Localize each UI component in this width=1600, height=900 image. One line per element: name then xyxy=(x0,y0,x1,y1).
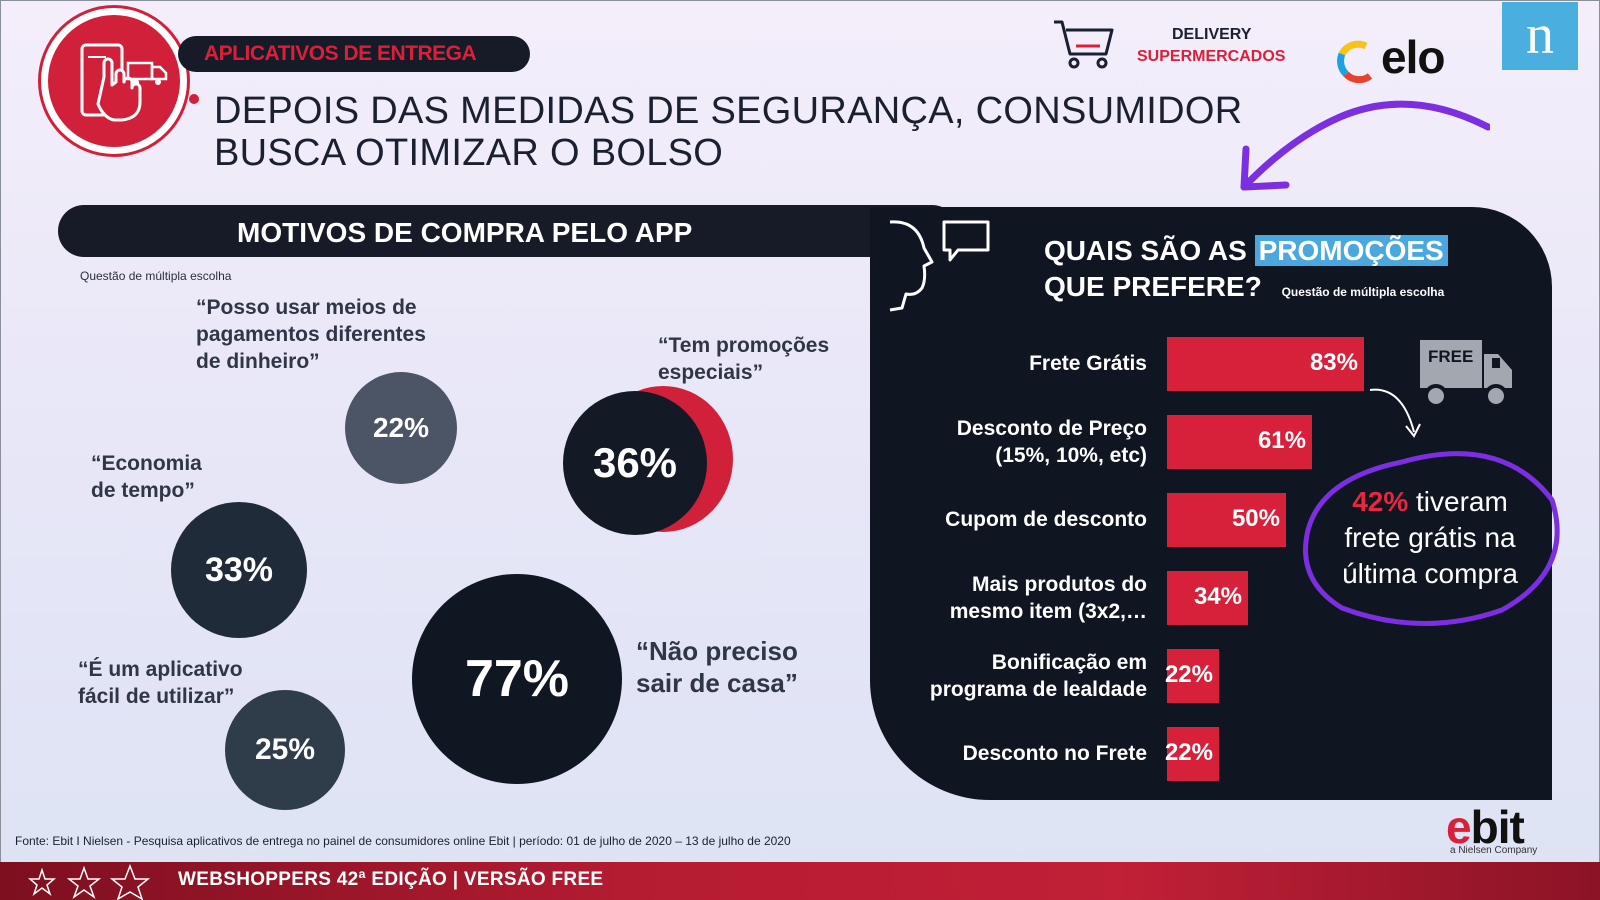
promo-bar xyxy=(1167,415,1312,469)
promo-bar-value: 22% xyxy=(1164,739,1213,766)
callout-line-1: 42% tiveram xyxy=(1310,484,1550,520)
promo-category-label: Cupom de desconto xyxy=(897,506,1147,533)
bubble-value: 25% xyxy=(254,733,316,766)
section-logo xyxy=(48,15,180,147)
bubble-facil-utilizar: 25% xyxy=(225,690,345,810)
phone-tap-icon xyxy=(80,43,168,122)
promo-category-label: Bonificação em programa de lealdade xyxy=(897,649,1147,703)
question-line-1: QUAIS SÃO AS PROMOÇÕES xyxy=(1044,233,1448,269)
promo-bar xyxy=(1167,493,1286,547)
category-line: programa de lealdade xyxy=(929,678,1147,701)
quote-nao-sair-casa: “Não preciso sair de casa” xyxy=(636,635,798,699)
purple-circle-annotation xyxy=(1303,451,1560,626)
ebit-logo: ebit xyxy=(1446,800,1525,854)
quote-promocoes: “Tem promoções especiais” xyxy=(658,332,829,386)
section-tag: APLICATIVOS DE ENTREGA xyxy=(204,42,477,65)
category-line: Desconto no Frete xyxy=(962,742,1147,765)
ebit-logo-text: bit xyxy=(1470,801,1525,853)
page-title: DEPOIS DAS MEDIDAS DE SEGURANÇA, CONSUMI… xyxy=(214,90,1243,174)
shopping-cart-icon xyxy=(1054,20,1114,69)
promo-bar-value: 61% xyxy=(1257,427,1306,454)
multiple-choice-note: Questão de múltipla escolha xyxy=(80,269,232,283)
quote-line: pagamentos diferentes xyxy=(196,323,426,346)
delivery-label: DELIVERY xyxy=(1172,26,1252,43)
quote-line: “É um aplicativo xyxy=(78,658,243,681)
source-note: Fonte: Ebit I Nielsen - Pesquisa aplicat… xyxy=(15,834,791,848)
callout-percentage: 42% xyxy=(1352,486,1409,517)
callout-line-3: última compra xyxy=(1342,558,1518,589)
free-shipping-callout: 42% tiveram frete grátis na última compr… xyxy=(1310,484,1550,592)
promo-bar xyxy=(1167,727,1219,781)
person-speech-icon xyxy=(889,220,990,312)
promotions-question: QUAIS SÃO AS PROMOÇÕES QUE PREFERE? Ques… xyxy=(1044,233,1448,310)
promo-bar-value: 22% xyxy=(1164,661,1213,688)
promo-bar xyxy=(1167,571,1248,625)
elo-logo: elo xyxy=(1381,31,1445,83)
category-line: (15%, 10%, etc) xyxy=(995,444,1147,467)
promo-category-label: Desconto de Preço (15%, 10%, etc) xyxy=(897,415,1147,469)
bubble-pagamentos: 22% xyxy=(345,372,457,484)
question-highlight: PROMOÇÕES xyxy=(1254,235,1448,266)
quote-line: de dinheiro” xyxy=(196,350,320,373)
promo-bar-value: 83% xyxy=(1309,349,1358,376)
quote-line: “Economia xyxy=(91,452,202,475)
footer-band xyxy=(0,862,1600,900)
bubble-promocoes: 36% xyxy=(563,391,707,535)
callout-text: tiveram xyxy=(1408,486,1508,517)
truck-icon xyxy=(126,61,168,85)
supermercados-label: SUPERMERCADOS xyxy=(1137,48,1286,65)
quote-line: fácil de utilizar” xyxy=(78,685,235,708)
bubble-economia-tempo: 33% xyxy=(171,502,307,638)
free-shipping-truck-icon: FREE xyxy=(1420,340,1512,408)
section-title: MOTIVOS DE COMPRA PELO APP xyxy=(237,217,693,248)
title-line-1: DEPOIS DAS MEDIDAS DE SEGURANÇA, CONSUMI… xyxy=(214,90,1243,132)
section-header-bar xyxy=(58,205,958,257)
nielsen-logo: n xyxy=(1502,2,1578,70)
free-badge-label: FREE xyxy=(1428,347,1473,366)
quote-line: especiais” xyxy=(658,361,764,384)
ebit-logo-e: e xyxy=(1446,801,1472,853)
logo-dot xyxy=(189,94,199,104)
category-line: Mais produtos do xyxy=(972,573,1147,596)
callout-line-2: frete grátis na xyxy=(1344,522,1516,553)
elo-mark-icon xyxy=(1337,40,1373,84)
category-line: mesmo item (3x2,… xyxy=(949,600,1147,623)
stars-icon xyxy=(28,864,151,900)
bubble-value: 36% xyxy=(592,439,678,486)
ebit-subtitle: a Nielsen Company xyxy=(1450,845,1538,856)
title-line-2: BUSCA OTIMIZAR O BOLSO xyxy=(214,132,724,174)
quote-line: de tempo” xyxy=(91,479,195,502)
bubble-value: 77% xyxy=(464,650,570,708)
bubble-value: 33% xyxy=(204,550,274,589)
promo-category-label: Frete Grátis xyxy=(897,350,1147,377)
quote-pagamentos: “Posso usar meios de pagamentos diferent… xyxy=(196,294,426,375)
promo-category-label: Mais produtos do mesmo item (3x2,… xyxy=(897,571,1147,625)
question-line-2: QUE PREFERE? Questão de múltipla escolha xyxy=(1044,269,1448,310)
category-line: Desconto de Preço xyxy=(956,417,1147,440)
bubble-nao-sair-casa: 77% xyxy=(412,574,622,784)
quote-line: sair de casa” xyxy=(636,668,798,698)
category-line: Cupom de desconto xyxy=(945,508,1147,531)
curved-arrow-icon xyxy=(1369,388,1421,438)
promo-bar xyxy=(1167,649,1219,703)
question-text: QUAIS SÃO AS xyxy=(1044,235,1247,266)
tag-pill xyxy=(178,36,530,72)
quote-economia-tempo: “Economia de tempo” xyxy=(91,450,202,504)
question-text: QUE PREFERE? xyxy=(1044,271,1262,302)
promo-bar xyxy=(1167,337,1364,391)
multiple-choice-note: Questão de múltipla escolha xyxy=(1281,285,1445,299)
quote-line: “Não preciso xyxy=(636,636,798,666)
category-line: Frete Grátis xyxy=(1029,352,1147,375)
promo-category-label: Desconto no Frete xyxy=(897,740,1147,767)
category-line: Bonificação em xyxy=(991,651,1147,674)
purple-arrow-annotation xyxy=(1240,100,1490,191)
promo-bar-value: 34% xyxy=(1193,583,1242,610)
promo-bar-value: 50% xyxy=(1231,505,1280,532)
quote-facil-utilizar: “É um aplicativo fácil de utilizar” xyxy=(78,656,243,710)
bubble-value: 22% xyxy=(372,412,430,443)
edition-label: WEBSHOPPERS 42ª EDIÇÃO | VERSÃO FREE xyxy=(178,869,604,890)
quote-line: “Posso usar meios de xyxy=(196,296,417,319)
quote-line: “Tem promoções xyxy=(658,334,830,357)
